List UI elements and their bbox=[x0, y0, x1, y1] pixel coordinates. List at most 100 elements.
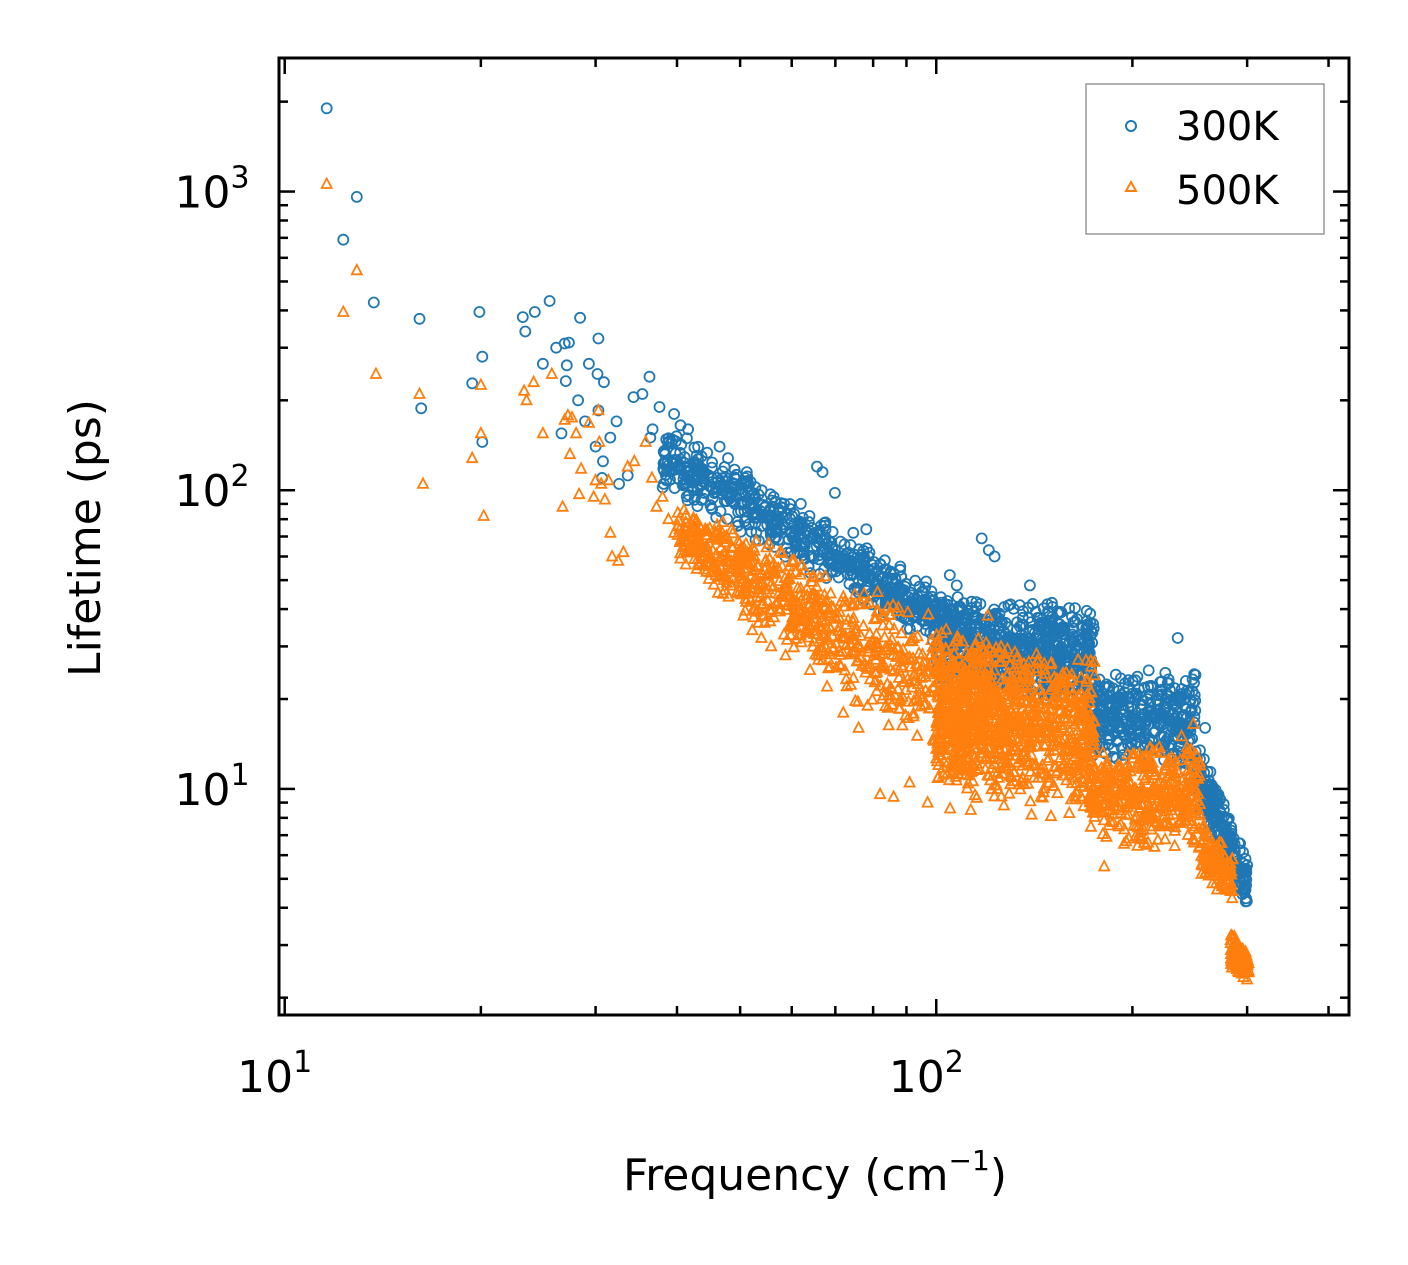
data-point-500k bbox=[805, 587, 818, 600]
data-point-300k bbox=[367, 296, 380, 309]
data-point-300k bbox=[994, 622, 1007, 634]
data-point-300k bbox=[1147, 711, 1160, 724]
data-point-500k bbox=[1044, 657, 1058, 670]
data-point-300k bbox=[798, 540, 811, 553]
data-point-500k bbox=[1122, 831, 1136, 844]
data-point-500k bbox=[884, 688, 898, 701]
data-point-500k bbox=[369, 366, 383, 379]
data-point-500k bbox=[771, 560, 785, 574]
data-point-300k bbox=[824, 557, 837, 570]
data-point-500k bbox=[1211, 854, 1225, 867]
data-point-500k bbox=[949, 773, 963, 786]
data-point-500k bbox=[824, 586, 838, 599]
data-point-500k bbox=[1175, 728, 1189, 742]
data-point-500k bbox=[1173, 814, 1187, 827]
data-point-500k bbox=[1126, 750, 1140, 764]
data-point-500k bbox=[1136, 749, 1150, 762]
data-point-300k bbox=[784, 498, 796, 510]
data-point-500k bbox=[1179, 813, 1193, 826]
data-point-500k bbox=[1011, 648, 1024, 662]
data-point-500k bbox=[733, 541, 747, 554]
data-point-500k bbox=[976, 714, 990, 728]
data-point-500k bbox=[1155, 798, 1169, 811]
data-point-500k bbox=[715, 560, 728, 574]
data-point-300k bbox=[1145, 681, 1158, 694]
data-point-500k bbox=[912, 686, 926, 700]
data-point-500k bbox=[886, 597, 900, 611]
data-point-300k bbox=[669, 447, 682, 460]
data-point-500k bbox=[921, 606, 935, 620]
data-point-300k bbox=[1239, 895, 1252, 908]
data-point-500k bbox=[1066, 759, 1080, 772]
data-point-300k bbox=[1138, 681, 1151, 694]
data-point-300k bbox=[1113, 720, 1126, 733]
data-point-500k bbox=[739, 583, 753, 597]
data-point-500k bbox=[751, 615, 765, 628]
data-point-300k bbox=[1104, 732, 1117, 745]
data-point-500k bbox=[572, 486, 586, 500]
data-point-500k bbox=[760, 585, 774, 598]
data-point-300k bbox=[1179, 702, 1192, 714]
data-point-500k bbox=[805, 569, 819, 583]
data-point-500k bbox=[1077, 710, 1091, 723]
data-point-500k bbox=[702, 555, 716, 568]
data-point-500k bbox=[951, 755, 965, 768]
data-point-300k bbox=[572, 394, 584, 407]
data-point-300k bbox=[1199, 722, 1211, 734]
data-point-500k bbox=[969, 703, 983, 717]
data-point-500k bbox=[1118, 769, 1132, 782]
data-point-500k bbox=[770, 593, 784, 607]
data-point-300k bbox=[680, 466, 693, 479]
data-point-500k bbox=[747, 603, 761, 616]
data-point-500k bbox=[1020, 712, 1034, 725]
data-point-500k bbox=[856, 618, 870, 631]
data-point-500k bbox=[759, 552, 773, 565]
data-point-300k bbox=[751, 508, 764, 521]
data-point-500k bbox=[971, 631, 985, 644]
data-point-300k bbox=[1084, 607, 1097, 620]
data-point-500k bbox=[1050, 765, 1063, 779]
data-point-500k bbox=[1023, 734, 1036, 747]
data-point-300k bbox=[791, 524, 803, 537]
data-point-300k bbox=[1043, 640, 1056, 652]
data-point-500k bbox=[998, 650, 1012, 663]
data-point-500k bbox=[886, 664, 900, 677]
data-point-500k bbox=[862, 595, 876, 608]
data-point-300k bbox=[574, 311, 586, 324]
data-point-500k bbox=[854, 628, 868, 641]
data-point-500k bbox=[1074, 670, 1088, 683]
data-point-500k bbox=[989, 640, 1003, 653]
data-point-500k bbox=[1106, 775, 1120, 789]
data-point-500k bbox=[1193, 758, 1207, 771]
data-point-300k bbox=[701, 446, 714, 459]
data-point-500k bbox=[753, 574, 767, 587]
data-point-300k bbox=[975, 532, 988, 545]
data-point-500k bbox=[1134, 831, 1148, 845]
data-point-500k bbox=[699, 523, 713, 537]
data-point-500k bbox=[826, 642, 840, 655]
data-point-500k bbox=[876, 618, 890, 631]
legend-label-300k: 300K bbox=[1176, 104, 1280, 150]
data-point-500k bbox=[545, 366, 559, 379]
data-point-500k bbox=[1159, 795, 1173, 808]
data-point-500k bbox=[1028, 709, 1041, 722]
data-point-500k bbox=[911, 628, 924, 642]
data-point-500k bbox=[693, 535, 707, 548]
data-point-500k bbox=[944, 707, 958, 720]
data-point-500k bbox=[810, 595, 824, 608]
y-tick-label: 103 bbox=[174, 161, 249, 219]
data-point-500k bbox=[895, 718, 909, 731]
data-point-500k bbox=[899, 707, 913, 721]
data-point-300k bbox=[697, 466, 710, 479]
data-point-500k bbox=[836, 705, 850, 718]
data-point-300k bbox=[857, 574, 869, 587]
data-point-300k bbox=[1161, 677, 1174, 689]
data-point-300k bbox=[528, 306, 541, 318]
data-point-500k bbox=[834, 593, 848, 607]
data-point-300k bbox=[698, 486, 710, 499]
data-point-300k bbox=[643, 370, 656, 383]
data-point-300k bbox=[1080, 622, 1093, 634]
data-point-500k bbox=[873, 786, 887, 800]
data-point-500k bbox=[1223, 865, 1237, 879]
